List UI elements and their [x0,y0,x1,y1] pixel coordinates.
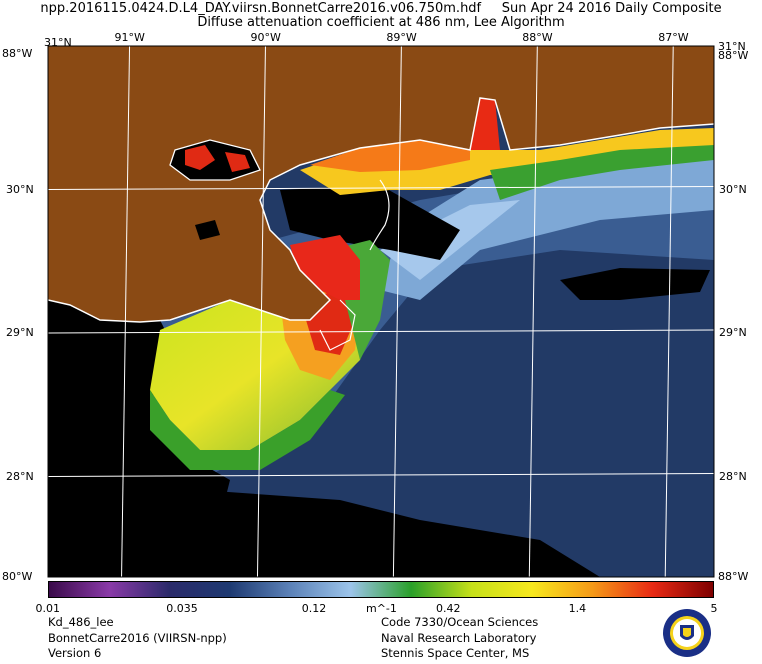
meridian-label: 90°W [250,31,281,44]
meridian-line [256,45,266,578]
delta-outline [319,299,356,351]
meridian-line [121,45,131,578]
colorbar [48,581,714,598]
corner-label-top-right: 31°N [718,40,746,53]
footer-region: BonnetCarre2016 (VIIRSN-npp) [48,630,227,645]
footer-left: Kd_486_lee BonnetCarre2016 (VIIRSN-npp) … [48,615,227,662]
inland-lake-red [185,145,215,170]
lat-lon-grid [47,45,715,578]
colorbar-tick-label: 0.01 [35,602,61,615]
colorbar-tick-label: 5 [710,602,718,615]
parallel-label-right: 29°N [719,326,747,340]
lake-outline [169,139,261,181]
inland-lake-red2 [225,152,250,172]
nearshore-water [380,150,714,300]
no-data-west [48,300,300,577]
chandeleur-islands [369,179,390,251]
corner-label-top-right-2: 88°W [718,49,749,62]
meridian-label: 88°W [522,31,553,44]
meridian-line [392,45,402,578]
footer-version: Version 6 [48,646,102,660]
footer-code: Code 7330/Ocean Sciences [381,615,539,629]
no-data-south [180,490,600,577]
parallel-line [47,473,715,478]
corner-label-bottom-left: 80°W [2,570,33,583]
parallel-label-left: 29°N [6,326,34,340]
footer-location: Stennis Space Center, MS [381,646,530,660]
map-frame [47,45,715,578]
meridian-line [664,45,674,578]
plume-green-edge [150,390,345,470]
coastline [48,97,714,323]
parallel-label-left: 30°N [6,182,34,196]
colorbar-tick-label: 1.4 [568,602,587,615]
nrl-seal-icon [663,609,711,657]
image-subtitle: Diffuse attenuation coefficient at 486 n… [197,15,565,30]
image-title: npp.2016115.0424.D.L4_DAY.viirsn.BonnetC… [40,1,722,16]
inland-lake-2 [195,220,220,240]
kd486-map [47,45,715,578]
no-data-east [560,268,710,300]
parallel-line [47,186,715,191]
meridian-label: 91°W [114,31,145,44]
meridian-label: 87°W [658,31,689,44]
meridian-label: 89°W [386,31,417,44]
corner-label-bottom-right: 88°W [718,570,749,583]
footer-right: Code 7330/Ocean Sciences Naval Research … [381,615,538,662]
footer-lab: Naval Research Laboratory [381,630,537,645]
colorbar-tick-label: 0.12 [301,602,327,615]
land [48,46,714,322]
colorbar-tick-label: 0.035 [166,602,198,615]
colorbar-tick-label: 0.42 [436,602,461,615]
parallel-label-right: 28°N [719,469,747,483]
corner-label-top-left: 31°N [44,36,72,49]
corner-label-top-left-2: 88°W [2,47,33,60]
colorbar-unit: m^-1 [366,602,397,615]
coastal-green [490,145,714,200]
footer-product: Kd_486_lee [48,615,114,629]
parallel-label-left: 28°N [6,469,34,483]
coastal-band-red [310,140,470,172]
no-data-bay [280,185,460,260]
meridian-line [528,45,538,578]
parallel-label-right: 30°N [719,182,747,196]
parallel-line [47,329,715,334]
